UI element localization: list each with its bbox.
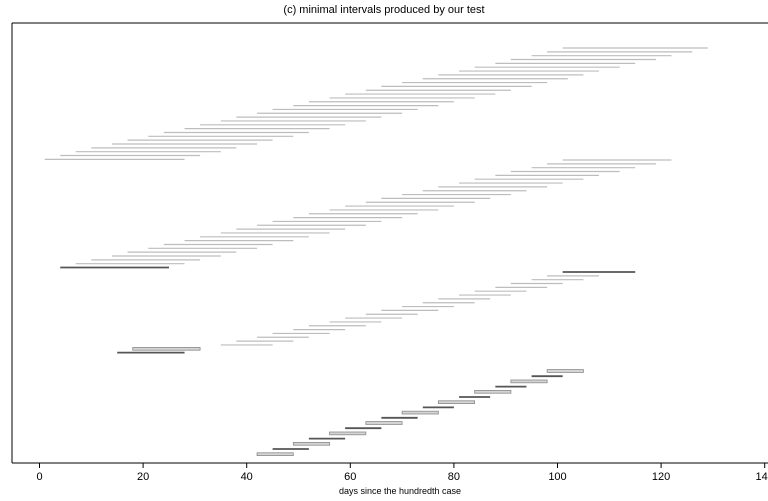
interval-bar (292, 441, 330, 446)
interval-bar (256, 452, 294, 456)
x-tick-label: 120 (652, 471, 670, 483)
interval-bar (510, 379, 548, 384)
x-tick-label: 40 (241, 471, 253, 483)
interval-bar (365, 421, 403, 425)
interval-bar (437, 400, 476, 404)
x-tick-label: 100 (548, 471, 566, 483)
interval-bar (474, 389, 512, 394)
x-axis-label: days since the hundredth case (338, 486, 462, 496)
interval-bar (401, 410, 439, 415)
x-tick-label: 0 (36, 471, 42, 483)
x-tick-label: 80 (448, 471, 460, 483)
x-tick-label: 60 (344, 471, 356, 483)
interval-bar (329, 431, 367, 436)
chart-title: (c) minimal intervals produced by our te… (283, 4, 485, 16)
x-tick-label: 140 (756, 471, 768, 483)
interval-bar (546, 369, 584, 373)
interval-bar (132, 346, 201, 351)
x-tick-label: 20 (137, 471, 149, 483)
